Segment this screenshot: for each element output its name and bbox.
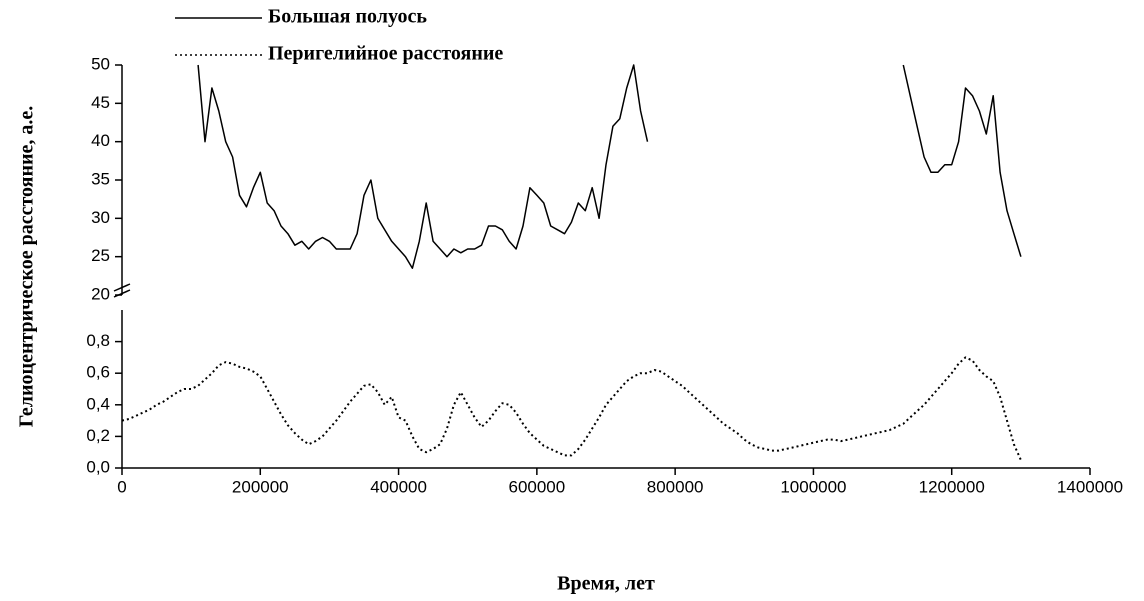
y-tick-label: 0,2 [86,426,110,445]
y-tick-label: 0,8 [86,331,110,350]
x-tick-label: 800000 [647,477,704,496]
x-axis-label: Время, лет [557,573,655,595]
x-tick-label: 400000 [370,477,427,496]
y-axis-label: Гелиоцентрическое расстояние, а.е. [16,106,38,428]
y-tick-label: 50 [91,54,110,73]
legend-label: Перигелийное расстояние [268,43,503,65]
series-line [121,356,1022,461]
y-tick-label: 35 [91,169,110,188]
x-tick-label: 1200000 [919,477,985,496]
y-tick-label: 20 [91,284,110,303]
x-tick-label: 200000 [232,477,289,496]
y-tick-label: 0,6 [86,363,110,382]
legend-label: Большая полуось [268,6,427,28]
x-tick-label: 1000000 [780,477,846,496]
y-tick-label: 0,4 [86,394,110,413]
series-line [197,64,1022,269]
y-tick-label: 0,0 [86,457,110,476]
y-tick-label: 45 [91,93,110,112]
y-tick-label: 25 [91,246,110,265]
y-tick-label: 40 [91,131,110,150]
x-tick-label: 600000 [508,477,565,496]
x-tick-label: 1400000 [1057,477,1123,496]
x-tick-label: 0 [117,477,126,496]
y-tick-label: 30 [91,208,110,227]
